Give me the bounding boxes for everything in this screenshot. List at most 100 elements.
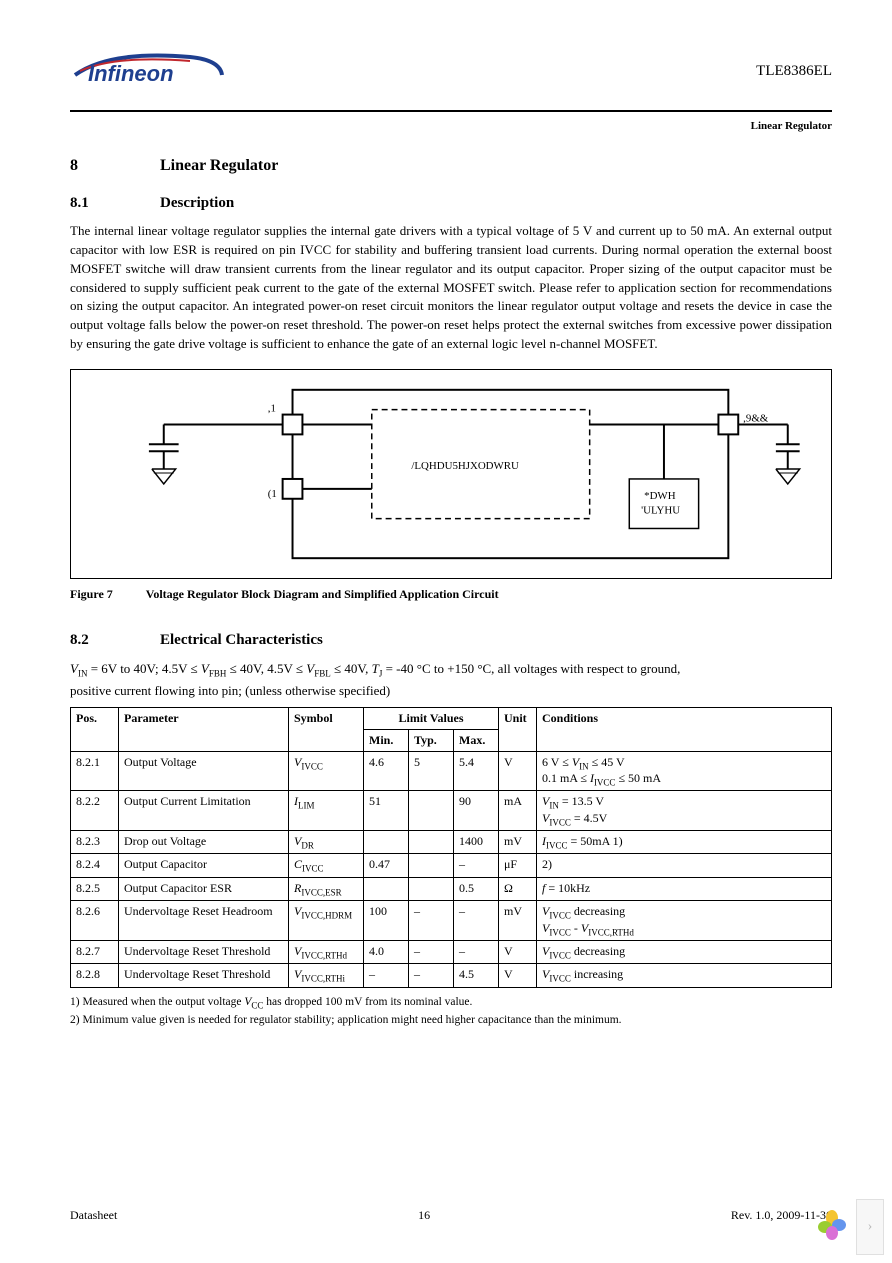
table-row: 8.2.3Drop out VoltageVDR1400mVIIVCC = 50…: [71, 831, 832, 854]
table-cell: 8.2.3: [71, 831, 119, 854]
table-cell: 4.5: [454, 964, 499, 987]
table-cell: VIVCC decreasingVIVCC - VIVCC,RTHd: [537, 901, 832, 941]
petal-logo-icon: [814, 1207, 850, 1247]
table-row: 8.2.6Undervoltage Reset HeadroomVIVCC,HD…: [71, 901, 832, 941]
table-cell: –: [454, 854, 499, 877]
table-cell: [409, 877, 454, 900]
conditions-text: VIN = 6V to 40V; 4.5V ≤ VFBH ≤ 40V, 4.5V…: [70, 659, 832, 701]
electrical-characteristics-table: Pos. Parameter Symbol Limit Values Unit …: [70, 707, 832, 988]
figure-7-caption: Figure 7 Voltage Regulator Block Diagram…: [70, 587, 832, 602]
table-cell: CIVCC: [289, 854, 364, 877]
footer-left: Datasheet: [70, 1208, 117, 1223]
table-cell: [364, 877, 409, 900]
figure-7-label: Figure 7: [70, 587, 113, 601]
footnote-2: 2) Minimum value given is needed for reg…: [70, 1012, 832, 1028]
table-cell: 6 V ≤ VIN ≤ 45 V0.1 mA ≤ IIVCC ≤ 50 mA: [537, 751, 832, 791]
table-cell: f = 10kHz: [537, 877, 832, 900]
label-ivcc: ,9&&: [743, 412, 769, 424]
label-en: (1: [268, 488, 277, 500]
table-row: 8.2.4Output CapacitorCIVCC0.47 –μF2): [71, 854, 832, 877]
th-parameter: Parameter: [119, 707, 289, 751]
table-cell: 51: [364, 791, 409, 831]
heading-8-2-title: Electrical Characteristics: [160, 632, 323, 649]
figure-7-diagram: ,1 (1 ,9&& /LQHDU5HJXODWRU *DWH 'ULYHU: [70, 369, 832, 579]
th-symbol: Symbol: [289, 707, 364, 751]
heading-8-2: 8.2 Electrical Characteristics: [70, 632, 832, 649]
heading-8-1-num: 8.1: [70, 195, 160, 212]
cond-line2: positive current flowing into pin; (unle…: [70, 683, 390, 698]
table-cell: 90: [454, 791, 499, 831]
corner-navigation: ›: [814, 1199, 884, 1255]
cond-c: 40V,: [341, 661, 371, 676]
chevron-right-icon: ›: [868, 1219, 873, 1235]
table-cell: V: [499, 941, 537, 964]
table-cell: 8.2.5: [71, 877, 119, 900]
cond-a: = 6V to 40V; 4.5V: [87, 661, 190, 676]
table-cell: Undervoltage Reset Threshold: [119, 964, 289, 987]
table-cell: –: [364, 964, 409, 987]
table-cell: mV: [499, 901, 537, 941]
table-cell: 8.2.8: [71, 964, 119, 987]
table-cell: 100: [364, 901, 409, 941]
table-cell: VIVCC decreasing: [537, 941, 832, 964]
table-cell: VIVCC,HDRM: [289, 901, 364, 941]
footnote-1a: 1) Measured when the output voltage: [70, 996, 244, 1008]
page-header: Infineon TLE8386EL: [70, 45, 832, 107]
label-linear-regulator: /LQHDU5HJXODWRU: [411, 460, 519, 472]
table-cell: mA: [499, 791, 537, 831]
table-cell: V: [499, 751, 537, 791]
table-row: 8.2.8Undervoltage Reset ThresholdVIVCC,R…: [71, 964, 832, 987]
table-cell: Output Capacitor: [119, 854, 289, 877]
footer-page-number: 16: [418, 1208, 430, 1223]
table-cell: –: [454, 901, 499, 941]
heading-8: 8 Linear Regulator: [70, 157, 832, 175]
description-paragraph: The internal linear voltage regulator su…: [70, 222, 832, 354]
table-row: 8.2.7Undervoltage Reset ThresholdVIVCC,R…: [71, 941, 832, 964]
footnote-1b: has dropped 100 mV from its nominal valu…: [266, 996, 472, 1008]
table-cell: VDR: [289, 831, 364, 854]
table-cell: [364, 831, 409, 854]
th-unit: Unit: [499, 707, 537, 751]
table-cell: 8.2.1: [71, 751, 119, 791]
table-cell: [409, 831, 454, 854]
table-cell: 8.2.7: [71, 941, 119, 964]
svg-text:Infineon: Infineon: [88, 61, 174, 86]
header-divider: [70, 110, 832, 112]
th-typ: Typ.: [409, 729, 454, 751]
table-cell: mV: [499, 831, 537, 854]
label-gate-driver-2: 'ULYHU: [641, 505, 680, 517]
footnotes: 1) Measured when the output voltage VCC …: [70, 994, 832, 1028]
table-cell: –: [409, 941, 454, 964]
th-min: Min.: [364, 729, 409, 751]
th-pos: Pos.: [71, 707, 119, 751]
table-cell: ILIM: [289, 791, 364, 831]
th-limit: Limit Values: [364, 707, 499, 729]
th-conditions: Conditions: [537, 707, 832, 751]
table-cell: VIVCC: [289, 751, 364, 791]
table-cell: Output Capacitor ESR: [119, 877, 289, 900]
table-cell: 8.2.4: [71, 854, 119, 877]
table-cell: 5.4: [454, 751, 499, 791]
heading-8-title: Linear Regulator: [160, 157, 278, 175]
table-row: 8.2.1Output VoltageVIVCC4.655.4V6 V ≤ VI…: [71, 751, 832, 791]
heading-8-1: 8.1 Description: [70, 195, 832, 212]
next-page-button[interactable]: ›: [856, 1199, 884, 1255]
table-row: 8.2.2Output Current LimitationILIM5190mA…: [71, 791, 832, 831]
table-cell: 0.47: [364, 854, 409, 877]
table-cell: 4.6: [364, 751, 409, 791]
table-cell: Output Voltage: [119, 751, 289, 791]
th-max: Max.: [454, 729, 499, 751]
table-cell: 5: [409, 751, 454, 791]
table-cell: –: [409, 964, 454, 987]
table-cell: μF: [499, 854, 537, 877]
table-cell: 1400: [454, 831, 499, 854]
product-code: TLE8386EL: [756, 63, 832, 80]
table-cell: Output Current Limitation: [119, 791, 289, 831]
table-cell: VIN = 13.5 VVIVCC = 4.5V: [537, 791, 832, 831]
table-cell: [409, 854, 454, 877]
table-cell: 2): [537, 854, 832, 877]
table-cell: VIVCC,RTHi: [289, 964, 364, 987]
page-footer: Datasheet 16 Rev. 1.0, 2009-11-30: [70, 1208, 832, 1223]
table-cell: VIVCC,RTHd: [289, 941, 364, 964]
figure-7-title: Voltage Regulator Block Diagram and Simp…: [146, 587, 499, 601]
